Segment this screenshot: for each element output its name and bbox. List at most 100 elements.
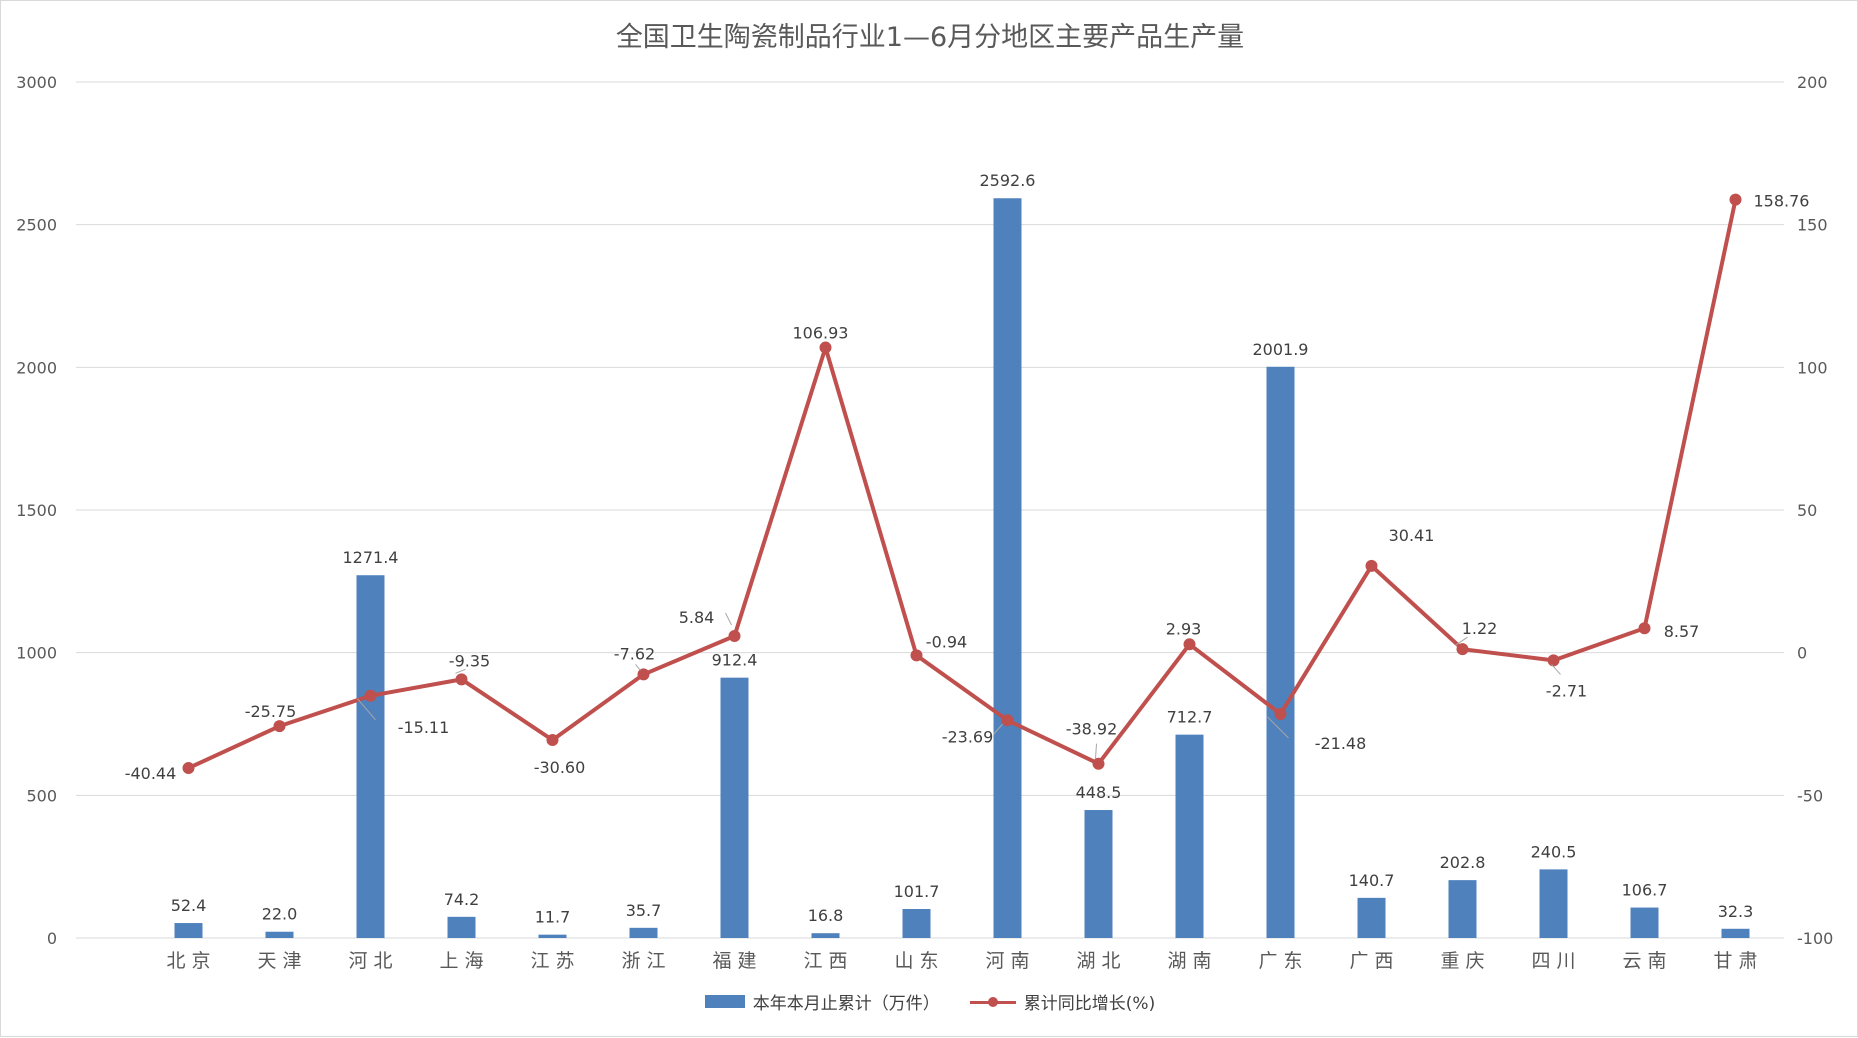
line-series [182,193,1742,775]
gridlines [76,81,1784,939]
x-axis-category-label: 四 川 [1531,950,1575,972]
label-leader-lines [357,612,1561,759]
x-axis-category-label: 上 海 [439,950,483,972]
line-value-label: -21.48 [1315,734,1367,753]
line-value-label: 106.93 [793,324,849,343]
bar-value-label: 202.8 [1440,853,1486,872]
label-leader-line [455,668,466,674]
line-point [1001,714,1014,727]
line-point [182,762,195,775]
bar-value-label: 74.2 [444,890,480,909]
right-axis-tick-label: -100 [1797,929,1833,948]
chart-title: 全国卫生陶瓷制品行业1—6月分地区主要产品生产量 [615,22,1245,53]
bar-value-label: 16.8 [808,906,844,925]
label-leader-line [1267,716,1289,739]
line-point [910,649,923,662]
bar-value-label: 2592.6 [980,171,1036,190]
bar [811,933,840,938]
bar-value-label: 52.4 [171,896,207,915]
line-value-label: -38.92 [1066,720,1118,739]
bar [1448,880,1477,938]
line-value-label: -30.60 [534,758,586,777]
x-axis-category-label: 河 北 [348,950,392,972]
bar [1357,897,1386,938]
bar [1175,734,1204,938]
bar-value-label: 1271.4 [343,548,399,567]
line-point [273,720,286,733]
line-point [455,673,468,686]
line-point [1092,757,1105,770]
line-value-label: -2.71 [1546,681,1587,700]
bar-value-label: 35.7 [626,901,662,920]
line-point [1183,638,1196,651]
bar [1084,810,1113,938]
line-value-label: -23.69 [942,727,994,746]
line-value-label: -15.11 [398,718,450,737]
bar-value-label: 140.7 [1349,871,1395,890]
line-value-label: 2.93 [1166,619,1202,638]
bar [1539,869,1568,938]
bar [356,575,385,938]
data-labels: 52.4 22.0 1271.4 74.2 11.7 35.7 912.4 16.8 101.7… [125,171,1810,926]
right-axis-tick-label: 200 [1797,73,1828,92]
bar-value-label: 240.5 [1531,842,1577,861]
legend-bar-swatch [704,995,745,1008]
bar [538,934,567,938]
bar [174,923,203,938]
legend-item-line: 累计同比增长(%) [969,989,1156,1014]
bar [447,916,476,938]
x-axis-category-label: 江 西 [803,950,847,972]
line-value-label: 5.84 [679,608,715,627]
bar [1266,366,1295,938]
line-point [1547,654,1560,667]
legend-line-label: 累计同比增长(%) [1023,994,1156,1014]
label-leader-line [357,698,376,721]
line-value-label: 158.76 [1754,192,1810,211]
line-point [546,733,559,746]
line-value-label: -0.94 [926,632,967,651]
left-axis-tick-label: 2500 [16,216,57,235]
bar [1630,907,1659,938]
left-axis-tick-label: 3000 [16,73,57,92]
bar-value-label: 712.7 [1167,708,1213,727]
bar-value-label: 448.5 [1076,783,1122,802]
bar [629,927,658,938]
x-axis-labels: 北 京天 津河 北上 海江 苏浙 江福 建江 西山 东河 南湖 北湖 南广 东广… [166,950,1757,972]
label-leader-line [1551,664,1561,675]
line-point [1365,559,1378,572]
line-point [1729,193,1742,206]
bar [993,198,1022,938]
line-value-label: 30.41 [1389,526,1435,545]
label-leader-line [1455,636,1468,646]
right-axis-tick-label: 150 [1797,216,1828,235]
legend-item-bar: 本年本月止累计（万件） [704,989,940,1014]
left-axis-tick-label: 500 [26,786,57,805]
right-axis-tick-label: -50 [1797,786,1823,805]
line-value-label: -40.44 [125,764,177,783]
line-point [364,689,377,702]
x-axis-category-label: 云 南 [1622,950,1666,972]
left-axis-tick-label: 1000 [16,644,57,663]
line-series-path [187,199,1738,770]
legend-line-swatch [969,995,1016,1009]
right-axis-tick-label: 100 [1797,358,1828,377]
line-point [637,668,650,681]
left-axis-tick-label: 0 [47,929,57,948]
bar [720,677,749,938]
line-point [728,630,741,643]
right-axis-ticks: -100 -50 0 50 100 150 200 [1797,73,1833,948]
left-axis-ticks: 0 500 1000 1500 2000 2500 3000 [16,73,57,948]
bar-value-label: 912.4 [712,651,758,670]
line-value-label: 8.57 [1664,622,1700,641]
x-axis-category-label: 重 庆 [1440,950,1484,972]
label-leader-line [635,664,641,671]
x-axis-category-label: 广 西 [1349,950,1393,972]
label-leader-line [725,612,732,626]
line-value-label: -7.62 [614,644,655,663]
x-axis-category-label: 江 苏 [530,950,574,972]
right-axis-tick-label: 0 [1797,644,1807,663]
line-point [1456,643,1469,656]
left-axis-tick-label: 1500 [16,501,57,520]
